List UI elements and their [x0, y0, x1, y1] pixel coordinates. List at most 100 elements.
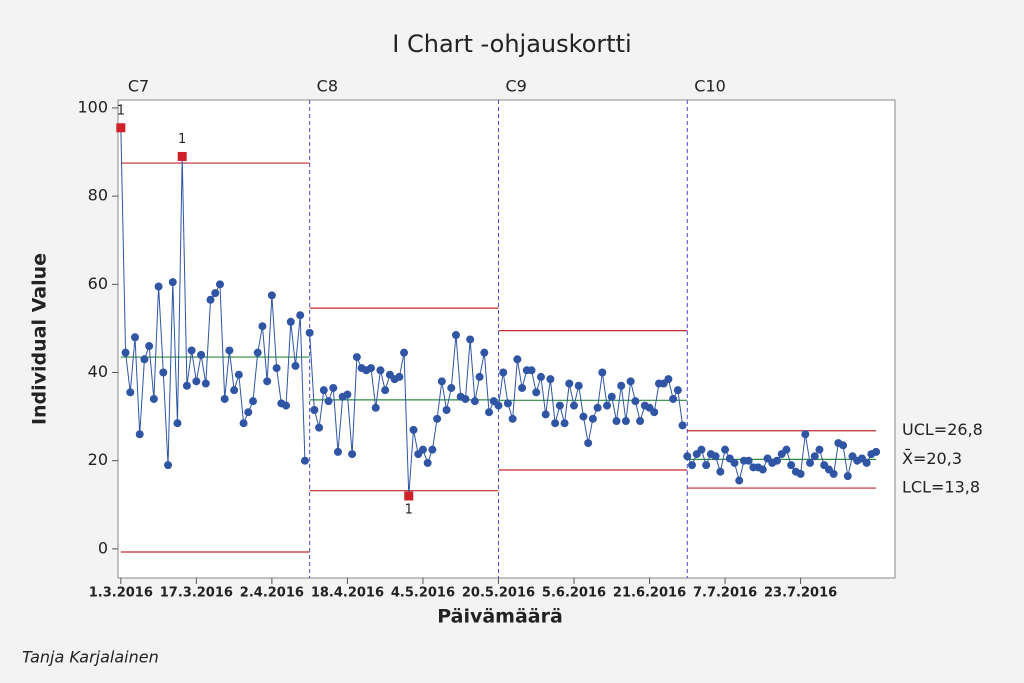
data-point	[588, 414, 597, 423]
limit-label: X̄=20,3	[902, 449, 962, 468]
data-point	[494, 401, 503, 410]
data-point	[319, 386, 328, 395]
y-tick-label: 20	[88, 450, 108, 469]
data-point	[499, 368, 508, 377]
data-point	[201, 379, 210, 388]
data-point	[329, 383, 338, 392]
data-point	[187, 346, 196, 355]
data-point	[173, 419, 182, 428]
data-point	[253, 348, 262, 357]
data-point	[711, 452, 720, 461]
data-point	[636, 417, 645, 426]
data-point	[721, 445, 730, 454]
data-point	[286, 317, 295, 326]
data-point	[400, 348, 409, 357]
data-point	[442, 405, 451, 414]
y-tick-label: 80	[88, 186, 108, 205]
x-tick-label: 7.7.2016	[693, 586, 757, 601]
data-point	[678, 421, 687, 430]
data-point	[485, 408, 494, 417]
y-tick-label: 60	[88, 274, 108, 293]
stage-label: C9	[505, 77, 526, 96]
data-point	[423, 458, 432, 467]
data-point	[787, 461, 796, 470]
data-point	[508, 414, 517, 423]
flagged-point	[404, 491, 414, 501]
data-point	[126, 388, 135, 397]
data-point	[206, 295, 215, 304]
data-point	[621, 417, 630, 426]
data-point	[428, 445, 437, 454]
data-point	[772, 456, 781, 465]
data-point	[249, 397, 258, 406]
data-point	[324, 397, 333, 406]
data-point	[296, 311, 305, 320]
data-point	[541, 410, 550, 419]
data-point	[315, 423, 324, 432]
data-point	[145, 342, 154, 351]
data-point	[381, 386, 390, 395]
data-point	[121, 348, 130, 357]
data-point	[862, 458, 871, 467]
data-point	[352, 353, 361, 362]
data-point	[664, 375, 673, 384]
data-point	[782, 445, 791, 454]
data-point	[343, 390, 352, 399]
data-point	[135, 430, 144, 439]
data-point	[470, 397, 479, 406]
flag-label: 1	[405, 502, 413, 517]
x-tick-label: 1.3.2016	[89, 586, 153, 601]
data-point	[333, 447, 342, 456]
data-point	[593, 403, 602, 412]
data-point	[806, 458, 815, 467]
data-point	[532, 388, 541, 397]
data-point	[603, 401, 612, 410]
data-point	[168, 278, 177, 287]
data-point	[801, 430, 810, 439]
data-point	[673, 386, 682, 395]
data-point	[607, 392, 616, 401]
data-point	[267, 291, 276, 300]
data-point	[872, 447, 881, 456]
data-point	[551, 419, 560, 428]
data-point	[796, 469, 805, 478]
data-point	[234, 370, 243, 379]
data-point	[451, 331, 460, 340]
data-point	[164, 461, 173, 470]
data-point	[258, 322, 267, 331]
data-point	[626, 377, 635, 386]
data-point	[159, 368, 168, 377]
data-point	[371, 403, 380, 412]
data-point	[612, 417, 621, 426]
y-axis-label: Individual Value	[29, 253, 51, 425]
data-point	[282, 401, 291, 410]
data-point	[584, 439, 593, 448]
data-point	[418, 445, 427, 454]
data-point	[348, 450, 357, 459]
data-point	[244, 408, 253, 417]
stage-label: C7	[128, 77, 149, 96]
data-point	[272, 364, 281, 373]
data-point	[182, 381, 191, 390]
y-tick-label: 100	[77, 97, 108, 116]
data-point	[215, 280, 224, 289]
data-point	[555, 401, 564, 410]
x-tick-label: 17.3.2016	[160, 586, 233, 601]
data-point	[702, 461, 711, 470]
data-point	[829, 469, 838, 478]
data-point	[225, 346, 234, 355]
data-point	[579, 412, 588, 421]
data-point	[735, 476, 744, 485]
stage-label: C10	[694, 77, 726, 96]
data-point	[574, 381, 583, 390]
data-point	[565, 379, 574, 388]
data-point	[843, 472, 852, 481]
x-tick-label: 20.5.2016	[462, 586, 535, 601]
data-point	[149, 394, 158, 403]
data-point	[683, 452, 692, 461]
data-point	[130, 333, 139, 342]
data-point	[631, 397, 640, 406]
data-point	[197, 350, 206, 359]
data-point	[433, 414, 442, 423]
